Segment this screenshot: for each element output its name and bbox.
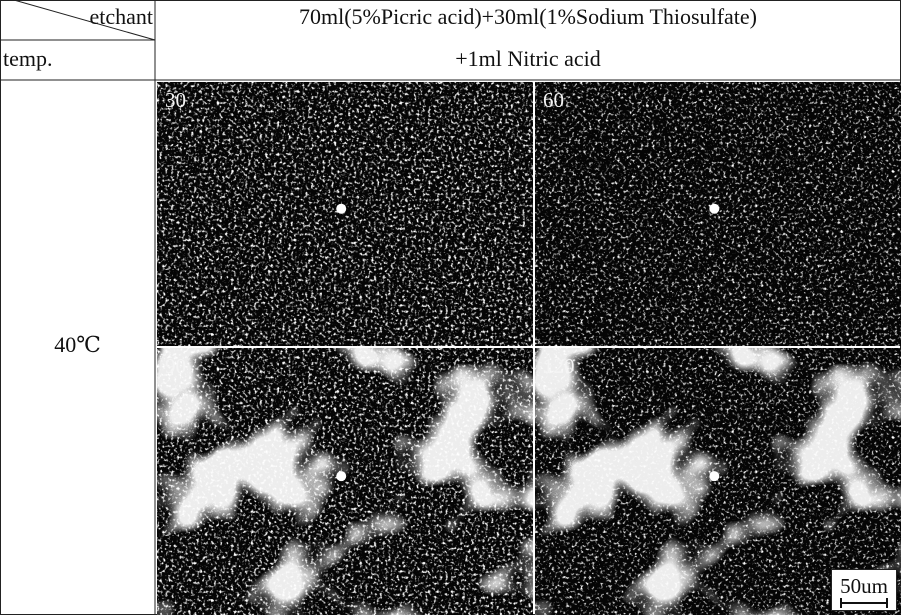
scale-bar-line	[840, 602, 888, 604]
etchant-text: +1ml Nitric acid	[155, 46, 901, 72]
image-label: 30	[165, 88, 186, 113]
temp-label: temp.	[3, 46, 53, 72]
micrograph: 60	[535, 82, 901, 346]
micrograph-texture	[535, 82, 901, 346]
image-label: 120	[543, 354, 575, 379]
image-label: 90	[165, 354, 186, 379]
micrograph: 120 50um	[535, 348, 901, 615]
scale-bar-text: 50um	[840, 574, 888, 599]
micrograph: 90	[157, 348, 533, 615]
scale-bar: 50um	[831, 569, 897, 611]
micrograph-texture	[157, 348, 533, 615]
figure: etchant temp. 70ml(5%Picric acid)+30ml(1…	[0, 0, 901, 615]
etchant-text: 70ml(5%Picric acid)+30ml(1%Sodium Thiosu…	[155, 4, 901, 30]
image-label: 60	[543, 88, 564, 113]
etchant-label: etchant	[89, 4, 153, 30]
temp-value: 40℃	[0, 332, 155, 358]
micrograph: 30	[157, 82, 533, 346]
micrograph-texture	[157, 82, 533, 346]
